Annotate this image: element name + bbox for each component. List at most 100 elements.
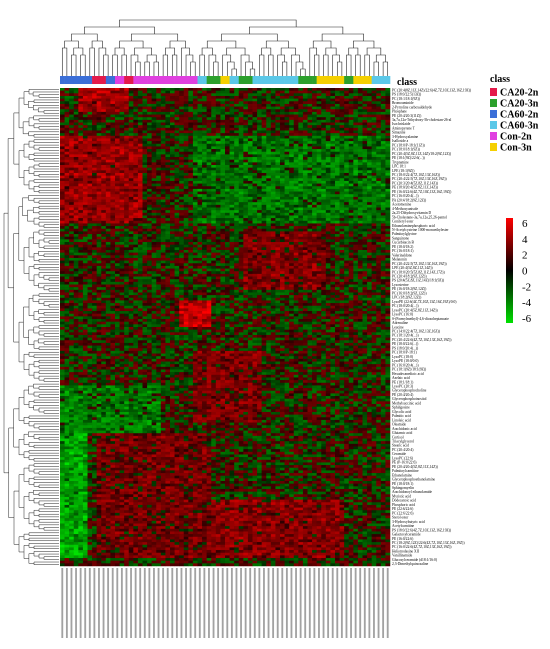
heatmap-cell: [119, 127, 125, 131]
heatmap-cell: [339, 141, 345, 145]
heatmap-cell: [211, 88, 217, 91]
class-bar-cell: [220, 76, 226, 84]
heatmap-cell: [376, 196, 382, 200]
heatmap-cell: [215, 249, 221, 253]
heatmap-cell: [110, 234, 116, 237]
heatmap-cell: [353, 127, 359, 131]
heatmap-cell: [92, 188, 97, 192]
heatmap-cell: [96, 109, 102, 113]
heatmap-cell: [82, 130, 88, 134]
heatmap-cell: [92, 234, 97, 237]
heatmap-cell: [188, 146, 194, 150]
heatmap-cell: [275, 191, 281, 195]
heatmap-cell: [192, 257, 198, 261]
heatmap-cell: [302, 188, 308, 192]
heatmap-cell: [82, 111, 88, 115]
heatmap-cell: [147, 117, 152, 121]
heatmap-cell: [335, 114, 340, 118]
dendrogram-branch: [33, 476, 59, 480]
heatmap-cell: [151, 228, 157, 232]
heatmap-cell: [137, 143, 143, 147]
heatmap-cell: [188, 252, 194, 256]
heatmap-cell: [192, 117, 198, 121]
heatmap-cell: [101, 157, 107, 160]
heatmap-cell: [110, 111, 116, 115]
heatmap-cell: [192, 143, 198, 147]
dendrogram-branch: [28, 154, 34, 160]
heatmap-cell: [357, 101, 363, 105]
heatmap-cell: [92, 172, 97, 176]
heatmap-cell: [96, 247, 102, 251]
heatmap-cell: [119, 191, 125, 195]
heatmap-cell: [302, 162, 308, 166]
heatmap-cell: [234, 210, 239, 214]
heatmap-cell: [298, 133, 304, 137]
heatmap-cell: [312, 157, 317, 160]
heatmap-cell: [174, 138, 180, 142]
heatmap-cell: [302, 117, 308, 121]
heatmap-cell: [211, 247, 217, 251]
heatmap-cell: [69, 101, 74, 105]
heatmap-cell: [385, 109, 391, 113]
heatmap-cell: [367, 162, 372, 166]
heatmap-cell: [183, 95, 189, 99]
heatmap-cell: [119, 88, 125, 91]
heatmap-cell: [357, 194, 363, 198]
heatmap-cell: [298, 93, 304, 97]
heatmap-cell: [302, 228, 308, 232]
heatmap-cell: [357, 159, 363, 163]
dendrogram-branch: [38, 221, 59, 227]
heatmap-cell: [229, 218, 235, 222]
heatmap-cell: [174, 117, 180, 121]
heatmap-cell: [261, 204, 267, 208]
heatmap-cell: [69, 178, 74, 182]
dendrogram-branch: [23, 143, 29, 158]
heatmap-cell: [335, 175, 340, 179]
dendrogram-branch: [37, 338, 59, 344]
heatmap-cell: [293, 212, 299, 216]
heatmap-cell: [293, 172, 299, 176]
heatmap-cell: [142, 151, 148, 155]
heatmap-cell: [82, 204, 88, 208]
heatmap-cell: [96, 204, 102, 208]
heatmap-cell: [179, 210, 184, 214]
heatmap-cell: [376, 109, 382, 113]
heatmap-cell: [215, 188, 221, 192]
heatmap-cell: [64, 242, 70, 245]
heatmap-cell: [247, 188, 253, 192]
heatmap-cell: [119, 236, 125, 240]
heatmap-cell: [151, 210, 157, 214]
dendrogram-branch: [33, 197, 59, 203]
heatmap-cell: [220, 249, 226, 253]
heatmap-cell: [211, 183, 217, 187]
heatmap-cell: [339, 133, 345, 137]
heatmap-cell: [298, 157, 304, 160]
heatmap-cell: [211, 244, 217, 248]
heatmap-cell: [174, 239, 180, 243]
heatmap-cell: [385, 196, 391, 200]
heatmap-cell: [293, 127, 299, 131]
dendrogram-branch: [38, 519, 59, 523]
dendrogram-branch: [91, 40, 103, 48]
class-bar-cell: [105, 76, 111, 84]
heatmap-cell: [128, 90, 134, 94]
heatmap-cell: [151, 223, 157, 227]
heatmap-cell: [348, 133, 354, 137]
heatmap-cell: [298, 228, 304, 232]
heatmap-cell: [335, 180, 340, 184]
dendrogram-branch: [7, 138, 14, 289]
heatmap-cell: [188, 111, 194, 115]
heatmap-cell: [284, 151, 290, 155]
heatmap-cell: [348, 141, 354, 145]
heatmap-cell: [183, 178, 189, 182]
heatmap-cell: [183, 202, 189, 206]
heatmap-cell: [179, 141, 184, 145]
heatmap-cell: [225, 141, 230, 145]
heatmap-cell: [243, 231, 249, 235]
heatmap-cell: [220, 133, 226, 137]
heatmap-cell: [82, 151, 88, 155]
heatmap-cell: [147, 106, 152, 110]
heatmap-cell: [179, 202, 184, 206]
heatmap-cell: [197, 204, 203, 208]
heatmap-cell: [119, 138, 125, 142]
